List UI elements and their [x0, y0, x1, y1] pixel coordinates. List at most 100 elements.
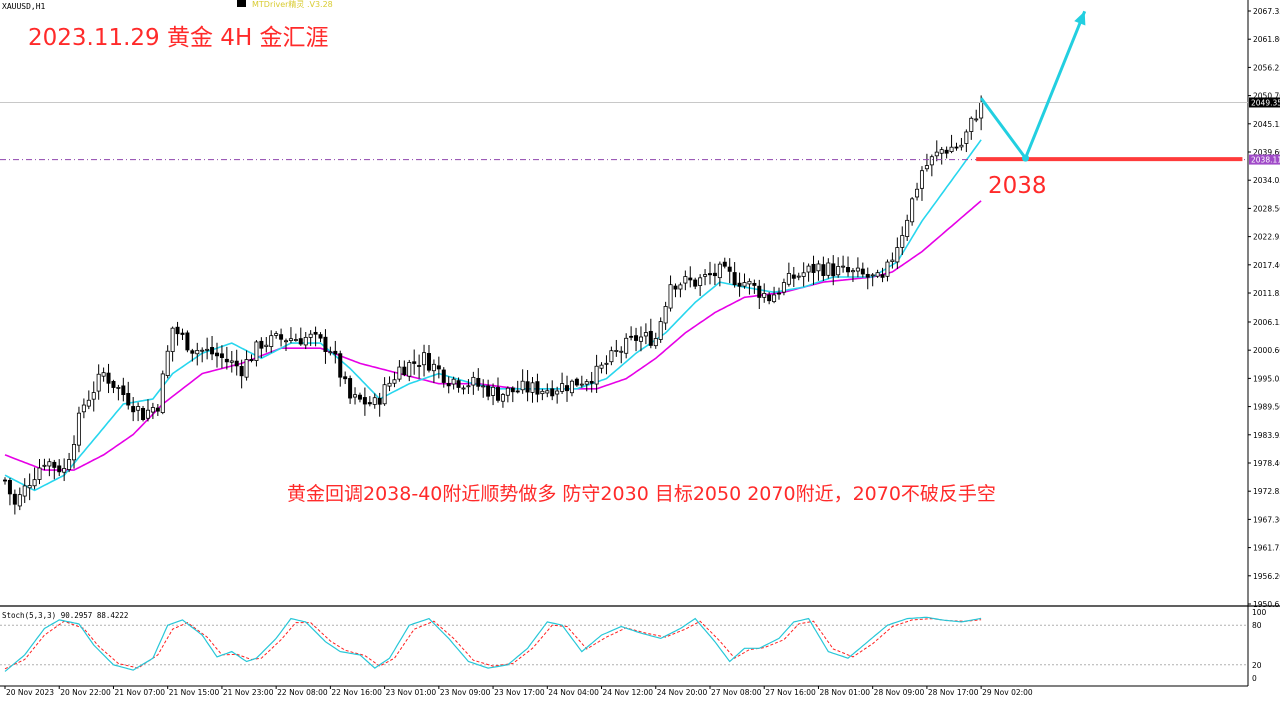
candle	[910, 197, 915, 226]
candle	[826, 258, 831, 279]
candle	[293, 333, 298, 342]
price-tick-label: 1961.75	[1253, 544, 1280, 553]
plot-area[interactable]	[0, 0, 1280, 687]
candle	[683, 270, 688, 291]
candle	[712, 263, 717, 286]
candle-body-bull	[841, 265, 846, 268]
candle	[801, 262, 806, 287]
candle-body-bull	[895, 247, 900, 263]
candle	[224, 346, 229, 370]
candle-body-bear	[495, 387, 500, 401]
time-tick-label: 23 Nov 01:00	[386, 688, 437, 697]
candle	[362, 387, 367, 416]
candle	[777, 287, 782, 300]
candle-body-bull	[387, 382, 392, 387]
candle-body-bear	[175, 326, 180, 335]
candle-body-bull	[540, 390, 545, 395]
candle	[165, 345, 170, 379]
candle-body-bull	[555, 390, 560, 395]
candle-body-bull	[22, 485, 27, 497]
candle-body-bear	[111, 381, 116, 388]
candle	[495, 377, 500, 403]
candle-body-bear	[279, 334, 284, 340]
candle	[343, 371, 348, 385]
candle-body-bull	[619, 350, 624, 353]
candle-body-bear	[767, 294, 772, 302]
candle-body-bear	[757, 285, 762, 298]
candle-body-bull	[678, 284, 683, 290]
candle-body-bear	[752, 282, 757, 286]
candle	[72, 435, 77, 469]
candle-body-bull	[308, 333, 313, 338]
candle-body-bear	[880, 274, 885, 278]
candle	[954, 142, 959, 151]
candle-body-bear	[323, 336, 328, 352]
candle	[249, 354, 254, 363]
candle-body-bull	[964, 131, 969, 144]
candle	[3, 477, 8, 485]
candle	[638, 326, 643, 352]
candle-body-bull	[801, 272, 806, 277]
candle-body-bull	[545, 390, 550, 394]
candle	[37, 458, 42, 485]
time-tick-label: 23 Nov 17:00	[494, 688, 545, 697]
price-tick-label: 2028.50	[1253, 204, 1280, 213]
candle-body-bull	[742, 282, 747, 287]
candle	[806, 263, 811, 282]
candle	[703, 269, 708, 286]
candle-body-bull	[205, 348, 210, 351]
candle	[678, 282, 683, 298]
time-tick-label: 21 Nov 07:00	[114, 688, 165, 697]
stoch-axis-label: 80	[1252, 621, 1262, 630]
candle	[905, 214, 910, 241]
candle-body-bull	[62, 468, 67, 473]
candle-body-bull	[855, 267, 860, 272]
candle	[357, 392, 362, 403]
candle-body-bear	[357, 394, 362, 400]
candle	[629, 326, 634, 341]
candle-body-bull	[698, 277, 703, 286]
time-axis[interactable]: 20 Nov 2023 20 Nov 22:00 21 Nov 07:00 21 No…	[4, 686, 1033, 697]
candle	[372, 393, 377, 409]
candle-body-bull	[264, 344, 269, 347]
candle	[944, 146, 949, 159]
candle-body-bull	[451, 378, 456, 385]
candle-body-bull	[136, 406, 141, 411]
candle	[229, 351, 234, 373]
candle	[279, 328, 284, 347]
candle-body-bear	[348, 378, 353, 399]
time-tick-label: 27 Nov 16:00	[765, 688, 816, 697]
indicator-tag[interactable]: MTDriver精灵 .V3.28	[237, 0, 333, 9]
time-tick-label: 28 Nov 17:00	[928, 688, 979, 697]
candle-body-bull	[81, 404, 86, 413]
candle-body-bull	[288, 338, 293, 341]
price-axis[interactable]: 2067.35 2061.80 2056.25 2050.70 2045.15 2039.…	[1248, 7, 1280, 609]
strategy-note: 黄金回调2038-40附近顺势做多 防守2030 目标2050 2070附近，2…	[287, 483, 996, 505]
candle	[974, 109, 979, 123]
candle	[126, 381, 131, 410]
candle	[431, 359, 436, 383]
candle-body-bull	[569, 380, 574, 394]
time-tick-label: 22 Nov 08:00	[277, 688, 328, 697]
candle	[535, 373, 540, 403]
candle-body-bull	[915, 188, 920, 198]
candle-body-bull	[91, 392, 96, 400]
candle-body-bear	[313, 331, 318, 335]
stochastic-panel[interactable]: 100 80 20 0	[0, 608, 1267, 683]
candle-body-bull	[372, 397, 377, 405]
candle	[81, 398, 86, 419]
candle	[732, 262, 737, 288]
candle-body-bull	[796, 275, 801, 278]
time-tick-label: 21 Nov 23:00	[223, 688, 274, 697]
candle	[190, 348, 195, 362]
candle	[274, 331, 279, 339]
candle-body-bear	[821, 264, 826, 276]
price-tick-label: 1950.65	[1253, 600, 1280, 609]
candle-body-bear	[476, 377, 481, 387]
candle-body-bear	[259, 340, 264, 349]
time-tick-label: 24 Nov 04:00	[548, 688, 599, 697]
candle	[717, 261, 722, 287]
candle-body-bull	[37, 467, 42, 480]
candle	[772, 286, 777, 304]
candle-body-bull	[303, 336, 308, 346]
